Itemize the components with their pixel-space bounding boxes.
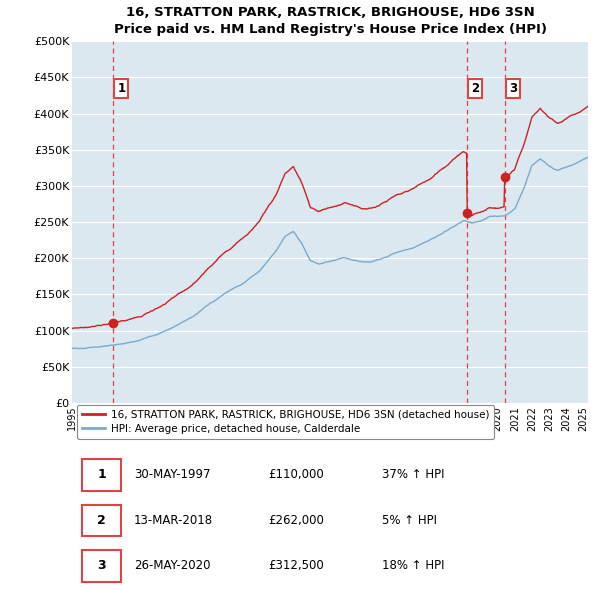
Text: 37% ↑ HPI: 37% ↑ HPI bbox=[382, 468, 444, 481]
Text: 2: 2 bbox=[471, 82, 479, 95]
Text: 1: 1 bbox=[117, 82, 125, 95]
Text: 1: 1 bbox=[97, 468, 106, 481]
Text: 3: 3 bbox=[97, 559, 106, 572]
Text: 26-MAY-2020: 26-MAY-2020 bbox=[134, 559, 211, 572]
Text: 13-MAR-2018: 13-MAR-2018 bbox=[134, 514, 213, 527]
Text: £312,500: £312,500 bbox=[268, 559, 324, 572]
Text: 2: 2 bbox=[97, 514, 106, 527]
FancyBboxPatch shape bbox=[82, 504, 121, 536]
Text: 3: 3 bbox=[509, 82, 517, 95]
Text: 5% ↑ HPI: 5% ↑ HPI bbox=[382, 514, 437, 527]
FancyBboxPatch shape bbox=[82, 459, 121, 491]
Legend: 16, STRATTON PARK, RASTRICK, BRIGHOUSE, HD6 3SN (detached house), HPI: Average p: 16, STRATTON PARK, RASTRICK, BRIGHOUSE, … bbox=[77, 405, 494, 440]
Text: £110,000: £110,000 bbox=[268, 468, 324, 481]
Text: 30-MAY-1997: 30-MAY-1997 bbox=[134, 468, 211, 481]
Title: 16, STRATTON PARK, RASTRICK, BRIGHOUSE, HD6 3SN
Price paid vs. HM Land Registry': 16, STRATTON PARK, RASTRICK, BRIGHOUSE, … bbox=[113, 6, 547, 36]
Text: 18% ↑ HPI: 18% ↑ HPI bbox=[382, 559, 444, 572]
Text: £262,000: £262,000 bbox=[268, 514, 324, 527]
FancyBboxPatch shape bbox=[82, 550, 121, 582]
